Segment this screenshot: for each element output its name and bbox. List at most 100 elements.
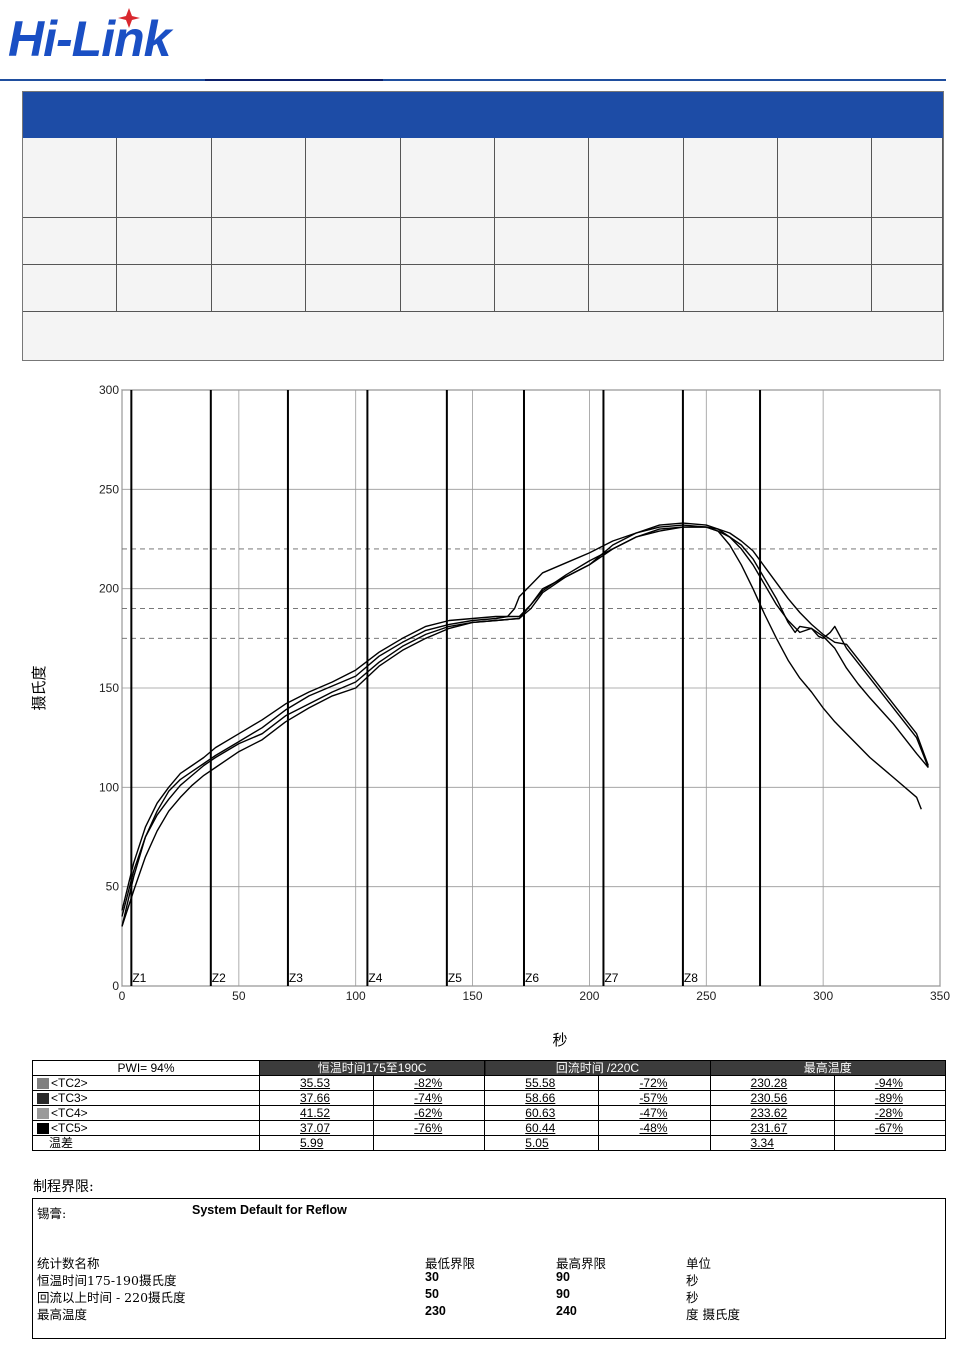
results-value: [598, 1135, 711, 1151]
spec-cell: [212, 138, 306, 218]
series-swatch: [37, 1093, 49, 1105]
col-unit: 单位: [686, 1256, 712, 1271]
process-limits-title: 制程界限:: [33, 1179, 94, 1195]
spec-cell: [778, 218, 872, 265]
y-tick-label: 100: [99, 780, 119, 794]
limit-unit: 度 摄氏度: [686, 1307, 740, 1322]
series-line-4: [121, 526, 922, 917]
spec-cell: [306, 265, 401, 312]
results-value: 35.53: [258, 1075, 375, 1091]
y-axis-label: 摄氏度: [31, 665, 48, 710]
col-min: 最低界限: [425, 1256, 476, 1271]
results-value: 55.58: [484, 1075, 600, 1091]
results-value: 230.56: [709, 1090, 835, 1106]
pwi-header: PWI= 94%: [32, 1060, 260, 1076]
results-row: <TC2> 35.53 -82% 55.58 -72% 230.28 -94%: [32, 1075, 947, 1091]
x-tick-label: 300: [813, 989, 833, 1003]
zone-label: Z3: [289, 971, 303, 985]
hi-link-logo: Hi-Link: [8, 8, 175, 66]
results-value: 231.67: [709, 1120, 835, 1136]
spec-cell: [23, 265, 117, 312]
spec-cell: [872, 265, 943, 312]
results-row-label: <TC3>: [32, 1090, 260, 1106]
spec-cell: [212, 265, 306, 312]
zone-label: Z1: [132, 971, 146, 985]
results-value: 37.07: [258, 1120, 375, 1136]
results-table: PWI= 94% 恒温时间175至190C 回流时间 /220C 最高温度 <T…: [32, 1060, 947, 1151]
results-row: <TC5> 37.07 -76% 60.44 -48% 231.67 -67%: [32, 1120, 947, 1136]
paste-value: System Default for Reflow: [192, 1203, 347, 1217]
results-value: -72%: [598, 1075, 711, 1091]
x-tick-label: 150: [463, 989, 483, 1003]
reflow-profile-chart: 0 50 100 150 200 250 300 0 50 100 150 200 250 300 350 Z…: [31, 383, 950, 1049]
series-label: <TC5>: [51, 1121, 88, 1135]
results-value: 60.63: [484, 1105, 600, 1121]
paste-label: 锡膏:: [37, 1206, 67, 1221]
spec-cell: [495, 218, 589, 265]
limit-unit: 秒: [686, 1273, 699, 1288]
results-row-label: <TC5>: [32, 1120, 260, 1136]
spec-table: [22, 91, 944, 361]
spec-table-header-bar: [23, 92, 943, 138]
spec-cell: [589, 218, 684, 265]
spec-cell: [117, 218, 212, 265]
results-value: 230.28: [709, 1075, 835, 1091]
series-label: <TC3>: [51, 1091, 88, 1105]
results-row: <TC3> 37.66 -74% 58.66 -57% 230.56 -89%: [32, 1090, 947, 1106]
x-tick-label: 50: [232, 989, 246, 1003]
series-swatch: [37, 1108, 49, 1120]
y-tick-label: 300: [99, 383, 119, 397]
spec-cell: [306, 138, 401, 218]
spec-cell: [401, 265, 495, 312]
results-row-label: <TC4>: [32, 1105, 260, 1121]
series-swatch: [37, 1078, 49, 1090]
results-value: -28%: [833, 1105, 947, 1121]
zone-label: Z8: [684, 971, 698, 985]
results-value: 37.66: [258, 1090, 375, 1106]
results-value: [373, 1135, 486, 1151]
limit-name: 恒温时间175-190摄氏度: [37, 1273, 177, 1288]
logo-star-icon: [118, 8, 140, 28]
spec-cell: [589, 138, 684, 218]
header-rule: [0, 79, 946, 81]
results-row-label: <TC2>: [32, 1075, 260, 1091]
svg-text:Hi-Link: Hi-Link: [8, 11, 174, 66]
zone-label: Z5: [448, 971, 462, 985]
results-value: -67%: [833, 1120, 947, 1136]
reflow-time-header: 回流时间 /220C: [484, 1060, 711, 1076]
spec-cell: [872, 218, 943, 265]
results-value: -89%: [833, 1090, 947, 1106]
spec-cell: [495, 138, 589, 218]
results-value: -74%: [373, 1090, 486, 1106]
series-label: 温差: [49, 1136, 74, 1150]
results-value: -82%: [373, 1075, 486, 1091]
series-swatch: [37, 1123, 49, 1135]
x-tick-label: 350: [930, 989, 950, 1003]
x-axis-label: 秒: [552, 1032, 567, 1049]
spec-cell: [589, 265, 684, 312]
limit-name: 最高温度: [37, 1307, 88, 1322]
header-rule-accent: [205, 79, 383, 81]
y-tick-label: 250: [99, 482, 119, 496]
results-value: -57%: [598, 1090, 711, 1106]
spec-cell: [401, 218, 495, 265]
results-value: [833, 1135, 947, 1151]
results-value: 58.66: [484, 1090, 600, 1106]
spec-cell: [117, 138, 212, 218]
limit-min: 50: [425, 1287, 439, 1301]
limit-max: 90: [556, 1287, 570, 1301]
spec-cell: [23, 138, 117, 218]
series-label: <TC4>: [51, 1106, 88, 1120]
y-tick-label: 0: [112, 979, 119, 993]
results-row: 温差 5.99 5.05 3.34: [32, 1135, 947, 1151]
x-tick-label: 250: [696, 989, 716, 1003]
x-tick-label: 200: [579, 989, 599, 1003]
results-value: 3.34: [709, 1135, 835, 1151]
results-value: 41.52: [258, 1105, 375, 1121]
results-value: -94%: [833, 1075, 947, 1091]
results-value: 5.99: [258, 1135, 375, 1151]
y-tick-label: 150: [99, 681, 119, 695]
limit-min: 30: [425, 1270, 439, 1284]
x-tick-label: 100: [346, 989, 366, 1003]
zone-label: Z6: [525, 971, 539, 985]
